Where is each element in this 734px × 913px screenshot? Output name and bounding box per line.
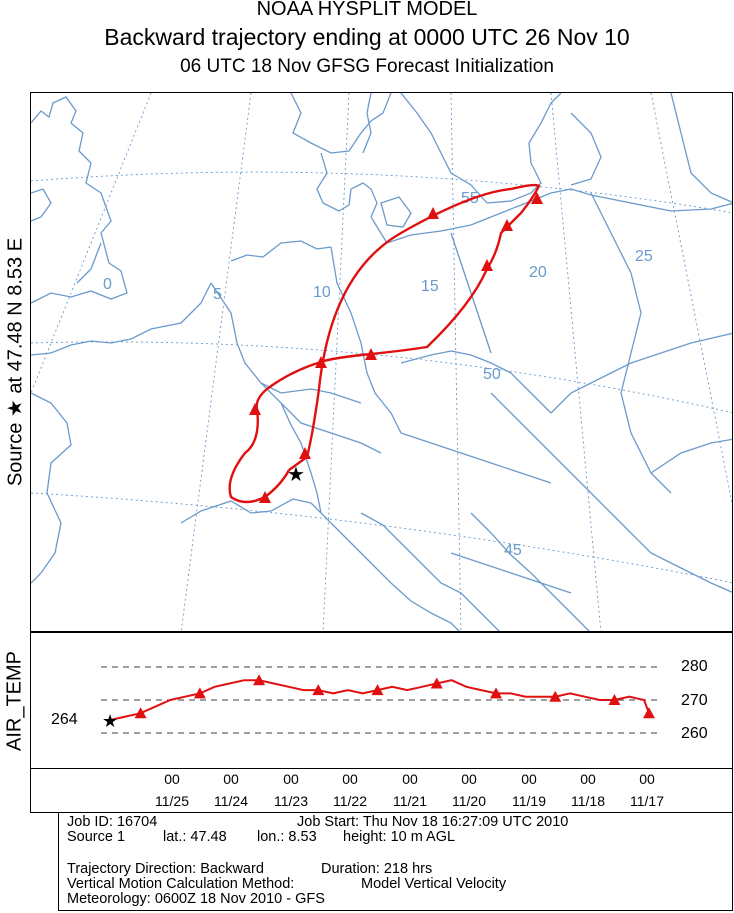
trajectory-marker <box>249 403 261 415</box>
tick-hour: 00 <box>461 771 477 787</box>
grid-label: 25 <box>635 248 653 265</box>
air-temp-chart: ★ <box>101 666 661 734</box>
tick-hour: 00 <box>580 771 596 787</box>
tick-hour: 00 <box>521 771 537 787</box>
lat-lon-grid <box>31 93 732 631</box>
air-temp-marker <box>549 690 562 702</box>
source-height: height: 10 m AGL <box>343 829 456 845</box>
tick-hour: 00 <box>223 771 239 787</box>
trajectory-map: 0 5 10 15 20 25 55 50 45 ★ <box>30 92 733 632</box>
trajectory-marker <box>481 259 493 271</box>
grid-label: 20 <box>529 264 547 281</box>
time-axis: 00 11/25 00 11/24 00 11/23 00 11/22 00 1… <box>30 768 733 813</box>
air-temp-marker <box>430 677 443 689</box>
tick-date: 11/18 <box>571 793 605 809</box>
forecast-initialization: 06 UTC 18 Nov GFSG Forecast Initializati… <box>180 56 554 77</box>
grid-label: 50 <box>483 366 501 383</box>
tick-hour: 00 <box>283 771 299 787</box>
trajectory-marker <box>259 491 271 503</box>
coastlines-and-borders <box>31 93 732 631</box>
tick-date: 11/25 <box>155 793 189 809</box>
grid-label: 5 <box>213 286 222 303</box>
source-lat: lat.: 47.48 <box>163 829 227 845</box>
grid-label: 10 <box>313 284 331 301</box>
air-temp-marker <box>608 694 621 705</box>
air-temp-marker <box>312 684 325 696</box>
grid-labels: 0 5 10 15 20 25 55 50 45 <box>103 190 653 559</box>
air-temp-marker <box>134 707 147 719</box>
vertical-method-value: Model Vertical Velocity <box>361 876 507 892</box>
trajectory-marker <box>501 219 513 231</box>
star-icon: ★ <box>102 711 118 731</box>
tick-date: 11/21 <box>393 793 427 809</box>
job-id: Job ID: 16704 <box>67 814 158 830</box>
trajectory-path <box>228 183 541 504</box>
tick-hour: 00 <box>164 771 180 787</box>
air-temp-marker <box>489 687 502 699</box>
chart-title: NOAA HYSPLIT MODEL <box>256 0 478 20</box>
star-icon: ★ <box>287 464 305 486</box>
grid-label: 15 <box>421 278 439 295</box>
tick-hour: 00 <box>402 771 418 787</box>
source-location-label: Source ★ at 47.48 N 8.53 E <box>4 237 27 487</box>
trajectory-marker <box>427 207 439 219</box>
source-name: Source 1 <box>67 829 126 845</box>
temp-tick-label: 270 <box>681 692 708 709</box>
tick-date: 11/20 <box>452 793 486 809</box>
trajectory-marker <box>315 356 327 368</box>
air-temp-panel: ★ 264 280 270 260 <box>30 632 733 769</box>
trajectory-markers <box>249 192 543 503</box>
tick-date: 11/22 <box>333 793 367 809</box>
trajectory-marker <box>365 348 377 360</box>
tick-date: 11/19 <box>512 793 546 809</box>
job-start: Job Start: Thu Nov 18 16:27:09 UTC 2010 <box>297 814 569 830</box>
air-temp-axis-label: AIR_TEMP <box>3 650 26 752</box>
temp-tick-label: 280 <box>681 658 708 675</box>
start-temp-label: 264 <box>51 711 78 728</box>
temp-tick-label: 260 <box>681 725 708 742</box>
vertical-method-label: Vertical Motion Calculation Method: <box>67 876 295 892</box>
grid-label: 0 <box>103 276 112 293</box>
tick-date: 11/17 <box>630 793 664 809</box>
air-temp-marker <box>253 674 266 686</box>
chart-subtitle: Backward trajectory ending at 0000 UTC 2… <box>104 24 630 50</box>
trajectory-marker <box>531 192 543 204</box>
air-temp-marker <box>643 707 655 719</box>
air-temp-marker <box>371 684 384 696</box>
tick-hour: 00 <box>342 771 358 787</box>
source-lon: lon.: 8.53 <box>257 829 317 845</box>
air-temp-marker <box>193 687 206 699</box>
trajectory-marker <box>299 447 311 459</box>
trajectory-direction: Trajectory Direction: Backward <box>67 861 264 877</box>
grid-label: 45 <box>504 542 522 559</box>
job-info: Job ID: 16704 Job Start: Thu Nov 18 16:2… <box>58 812 733 911</box>
tick-date: 11/24 <box>214 793 248 809</box>
duration: Duration: 218 hrs <box>321 861 433 877</box>
map-svg: 0 5 10 15 20 25 55 50 45 ★ <box>31 93 732 631</box>
tick-date: 11/23 <box>274 793 308 809</box>
tick-hour: 00 <box>639 771 655 787</box>
meteorology: Meteorology: 0600Z 18 Nov 2010 - GFS <box>67 891 325 907</box>
